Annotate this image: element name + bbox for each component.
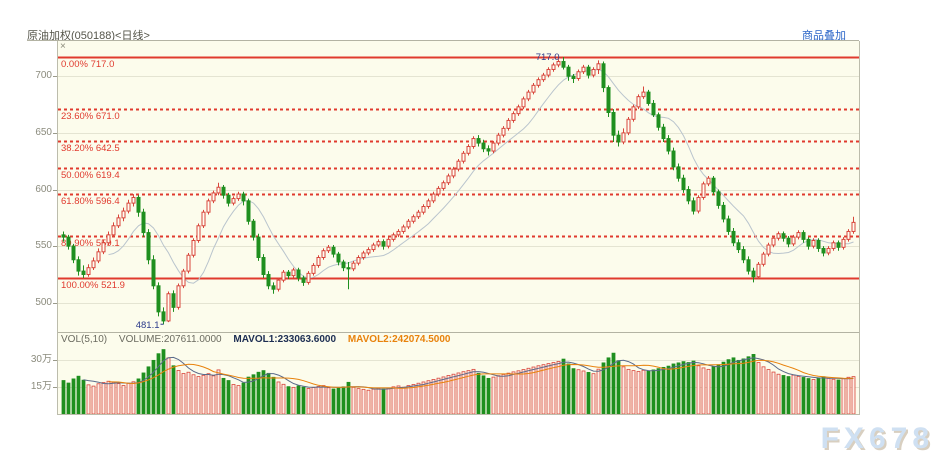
volume-chart-canvas[interactable] bbox=[58, 347, 859, 414]
volume-value-label: VOLUME:207611.0000 bbox=[118, 334, 222, 345]
price-axis-label: 600 bbox=[35, 183, 52, 195]
axis-tick bbox=[53, 302, 57, 304]
mavol2-line bbox=[108, 359, 854, 389]
header-divider bbox=[27, 40, 859, 41]
mavol1-line bbox=[83, 356, 854, 390]
price-chart-canvas[interactable]: 0.00% 717.0 23.60% 671.0 38.20% 642.5 50.00… bbox=[58, 41, 859, 332]
vol-indicator-label: VOL(5,10) bbox=[61, 334, 108, 345]
price-ma-line bbox=[108, 69, 854, 284]
price-axis-label: 550 bbox=[35, 240, 52, 252]
fib-retracement-lines: 0.00% 717.0 23.60% 671.0 38.20% 642.5 50.00… bbox=[58, 56, 859, 291]
volume-indicator-header: VOL(5,10) VOLUME:207611.0000 MAVOL1:2330… bbox=[61, 334, 459, 347]
fib-close-button[interactable]: × bbox=[60, 41, 66, 52]
fib-level-label: 38.20% 642.5 bbox=[61, 143, 120, 154]
watermark: FX678 bbox=[820, 422, 934, 455]
axis-tick bbox=[53, 246, 57, 248]
pane-divider bbox=[58, 332, 859, 333]
fib-level-label: 50.00% 619.4 bbox=[61, 170, 120, 181]
price-axis-label: 500 bbox=[35, 296, 52, 308]
axis-tick bbox=[53, 132, 57, 134]
swing-point-label: 717.0 bbox=[536, 52, 560, 63]
axis-tick bbox=[53, 360, 57, 361]
fib-level-label: 80.90% 559.1 bbox=[61, 238, 120, 249]
price-annotations: 717.0 481.1 bbox=[136, 52, 560, 331]
candlesticks bbox=[61, 57, 856, 325]
volume-axis-label: 15万 bbox=[30, 381, 52, 392]
axis-tick bbox=[53, 387, 57, 388]
axis-tick bbox=[53, 76, 57, 78]
price-axis-label: 650 bbox=[35, 126, 52, 138]
commodity-overlay-link[interactable]: 商品叠加 bbox=[802, 30, 846, 42]
chart-panes: 0.00% 717.0 23.60% 671.0 38.20% 642.5 50.00… bbox=[57, 41, 860, 415]
fib-level-label: 61.80% 596.4 bbox=[61, 196, 120, 207]
axis-tick bbox=[53, 189, 57, 191]
volume-bars bbox=[61, 349, 856, 414]
mavol1-value-label: MAVOL1:233063.6000 bbox=[233, 334, 337, 345]
volume-axis-label: 30万 bbox=[30, 354, 52, 365]
chart-title: 原油加权(050188)<日线> bbox=[27, 30, 150, 42]
mavol2-value-label: MAVOL2:242074.5000 bbox=[347, 334, 451, 345]
swing-point-label: 481.1 bbox=[136, 320, 160, 331]
fib-level-label: 23.60% 671.0 bbox=[61, 111, 120, 122]
price-axis-label: 700 bbox=[35, 70, 52, 82]
fib-level-label: 100.00% 521.9 bbox=[61, 280, 125, 291]
fib-level-label: 0.00% 717.0 bbox=[61, 59, 114, 70]
